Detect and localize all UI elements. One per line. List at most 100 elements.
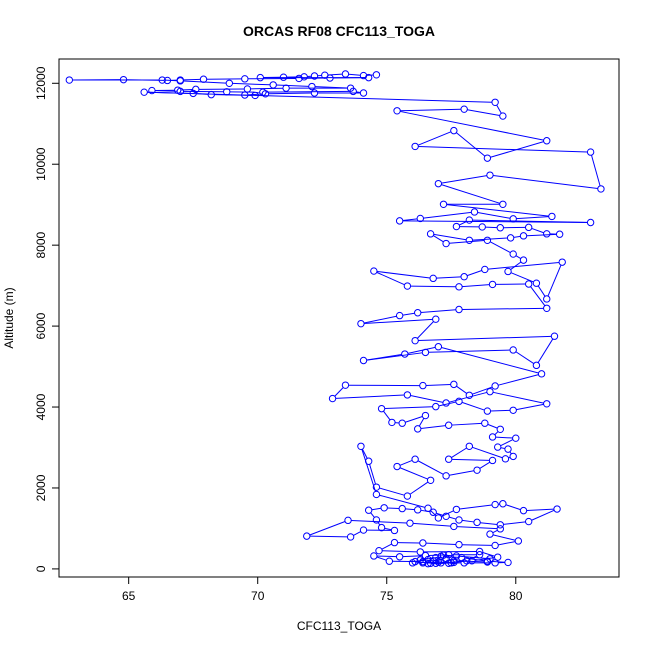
- data-point: [494, 443, 502, 451]
- data-point: [328, 394, 337, 403]
- data-point: [450, 126, 458, 135]
- y-axis-label: Altitude (m): [2, 287, 16, 348]
- series-segment: [500, 447, 505, 449]
- series-segment: [417, 131, 452, 146]
- data-point: [486, 387, 494, 396]
- data-point: [496, 525, 504, 533]
- data-point: [475, 551, 484, 559]
- data-point: [499, 500, 507, 508]
- data-point: [176, 77, 184, 85]
- data-point: [295, 74, 303, 83]
- data-point: [486, 171, 494, 179]
- data-point: [158, 76, 166, 84]
- data-point: [300, 73, 308, 81]
- series-segment: [399, 459, 413, 466]
- data-point: [176, 87, 184, 96]
- data-point: [488, 433, 497, 441]
- data-point: [377, 523, 386, 532]
- data-point: [207, 90, 215, 99]
- series-segment: [493, 175, 598, 190]
- data-point: [310, 72, 319, 80]
- y-tick-label: 8000: [34, 231, 48, 258]
- data-point: [416, 548, 424, 556]
- data-point: [429, 274, 437, 283]
- data-point: [455, 283, 463, 291]
- data-point: [395, 553, 404, 561]
- series-segment: [531, 509, 555, 521]
- series-segment: [384, 406, 433, 410]
- data-point: [364, 73, 373, 82]
- data-point: [403, 391, 412, 399]
- data-point: [414, 309, 422, 317]
- data-point: [419, 381, 427, 390]
- series-segment: [498, 374, 539, 386]
- y-tick-label: 2000: [34, 474, 48, 501]
- data-point: [349, 87, 357, 96]
- x-tick-label: 65: [122, 589, 136, 603]
- data-point: [586, 148, 595, 156]
- data-point: [346, 533, 355, 541]
- data-point: [543, 295, 551, 303]
- data-point: [390, 526, 399, 535]
- series-segment: [441, 184, 500, 204]
- data-point: [398, 504, 406, 513]
- y-tick-label: 12000: [34, 66, 48, 100]
- data-point: [434, 558, 443, 566]
- series-segment: [276, 84, 309, 87]
- series-segment: [147, 91, 492, 103]
- y-tick-label: 6000: [34, 312, 48, 339]
- data-point: [491, 98, 499, 107]
- series-segment: [266, 90, 350, 93]
- series-segment: [379, 494, 426, 508]
- series-segment: [456, 385, 467, 394]
- series-segment: [348, 73, 361, 76]
- data-point: [543, 304, 551, 312]
- series-segment: [526, 233, 557, 237]
- data-point: [372, 71, 381, 79]
- data-point: [488, 280, 497, 289]
- series-segment: [490, 409, 511, 412]
- data-point: [597, 185, 605, 193]
- series-segment: [416, 321, 434, 339]
- x-tick-label: 75: [380, 589, 394, 603]
- series-segment: [402, 555, 423, 558]
- data-point: [543, 230, 551, 238]
- data-point: [491, 382, 499, 390]
- data-point: [269, 81, 277, 89]
- data-point: [506, 234, 515, 242]
- data-point: [380, 504, 388, 512]
- data-point: [261, 90, 270, 98]
- data-point: [444, 455, 453, 463]
- series-segment: [418, 418, 425, 427]
- data-point: [375, 546, 383, 555]
- series-segment: [410, 285, 456, 288]
- series-segment: [451, 458, 490, 461]
- data-point: [429, 508, 437, 516]
- series-segment: [472, 446, 503, 459]
- series-segment: [370, 512, 375, 518]
- data-point: [426, 476, 435, 484]
- data-point: [543, 400, 551, 408]
- data-point: [478, 223, 486, 231]
- data-point: [388, 418, 396, 427]
- series-segment: [309, 535, 348, 538]
- data-point: [483, 407, 492, 415]
- series-segment: [369, 464, 376, 485]
- data-point: [411, 336, 419, 345]
- data-point: [465, 216, 474, 224]
- x-tick-label: 70: [251, 589, 265, 603]
- series-segment: [459, 221, 467, 226]
- series-segment: [405, 416, 423, 423]
- data-point: [251, 91, 259, 100]
- data-point: [341, 381, 350, 389]
- data-point: [452, 552, 461, 560]
- data-point: [140, 88, 148, 96]
- series-segment: [379, 487, 405, 496]
- data-point: [455, 397, 463, 406]
- data-point: [359, 71, 368, 80]
- series-segment: [418, 146, 588, 153]
- data-point: [496, 521, 504, 529]
- data-point: [496, 224, 504, 232]
- data-point: [481, 419, 489, 427]
- data-point: [406, 519, 414, 527]
